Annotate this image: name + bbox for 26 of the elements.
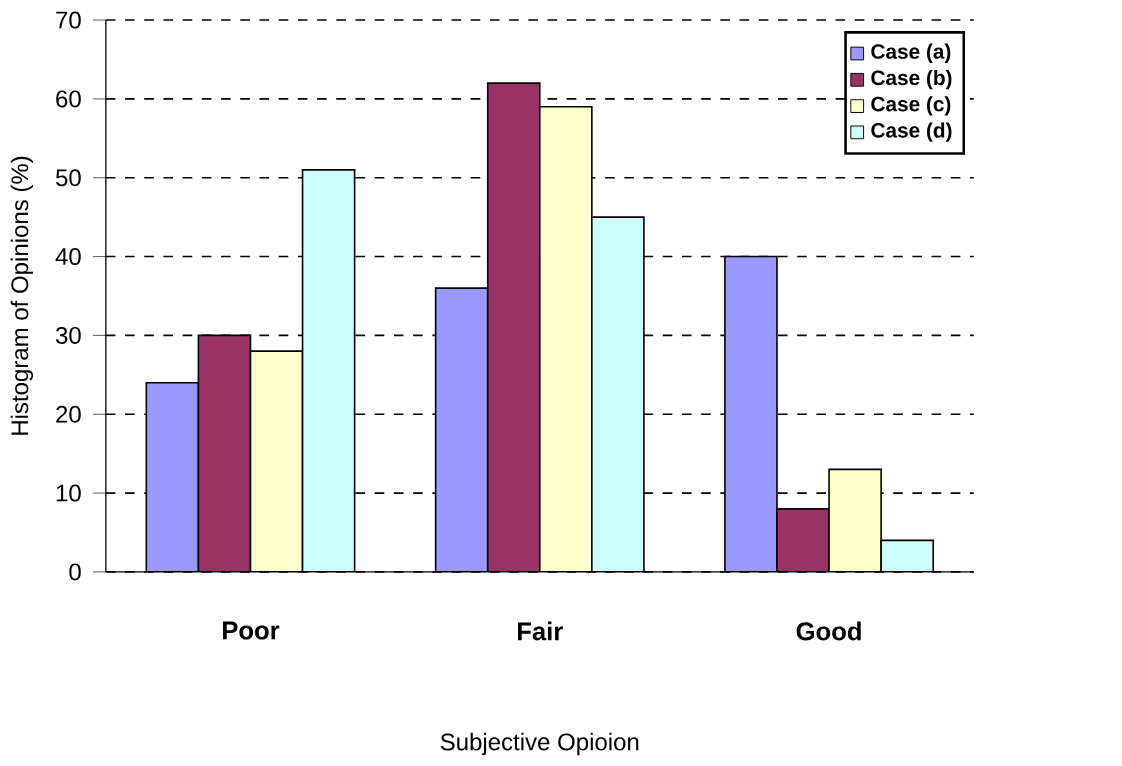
y-tick-label: 70 xyxy=(56,11,81,29)
legend-label: Case (a) xyxy=(871,43,951,64)
y-tick-label: 10 xyxy=(56,484,81,502)
y-axis-title: Histogram of Opinions (%) xyxy=(10,156,34,435)
y-tick-label: 0 xyxy=(69,563,81,581)
bar xyxy=(828,468,882,572)
bar xyxy=(146,382,199,572)
y-tick-label: 50 xyxy=(55,169,81,187)
legend-label: Case (c) xyxy=(871,96,951,116)
bar xyxy=(591,217,644,572)
bar xyxy=(539,106,592,572)
bar xyxy=(724,255,778,572)
bar xyxy=(250,351,303,572)
y-tick-label: 30 xyxy=(55,326,81,344)
bar xyxy=(302,169,355,572)
y-tick-label: 60 xyxy=(56,90,81,108)
y-tick-label: 40 xyxy=(55,248,81,266)
x-tick-label: Poor xyxy=(223,621,280,640)
legend-label: Case (d) xyxy=(871,122,952,142)
x-tick-label: Fair xyxy=(518,621,563,641)
bar xyxy=(880,539,934,572)
x-tick-label: Good xyxy=(796,621,861,641)
legend-label: Case (b) xyxy=(871,69,952,90)
x-axis-title: Subjective Opioion xyxy=(440,732,639,756)
y-tick-label: 20 xyxy=(56,405,81,423)
bar xyxy=(435,288,488,572)
